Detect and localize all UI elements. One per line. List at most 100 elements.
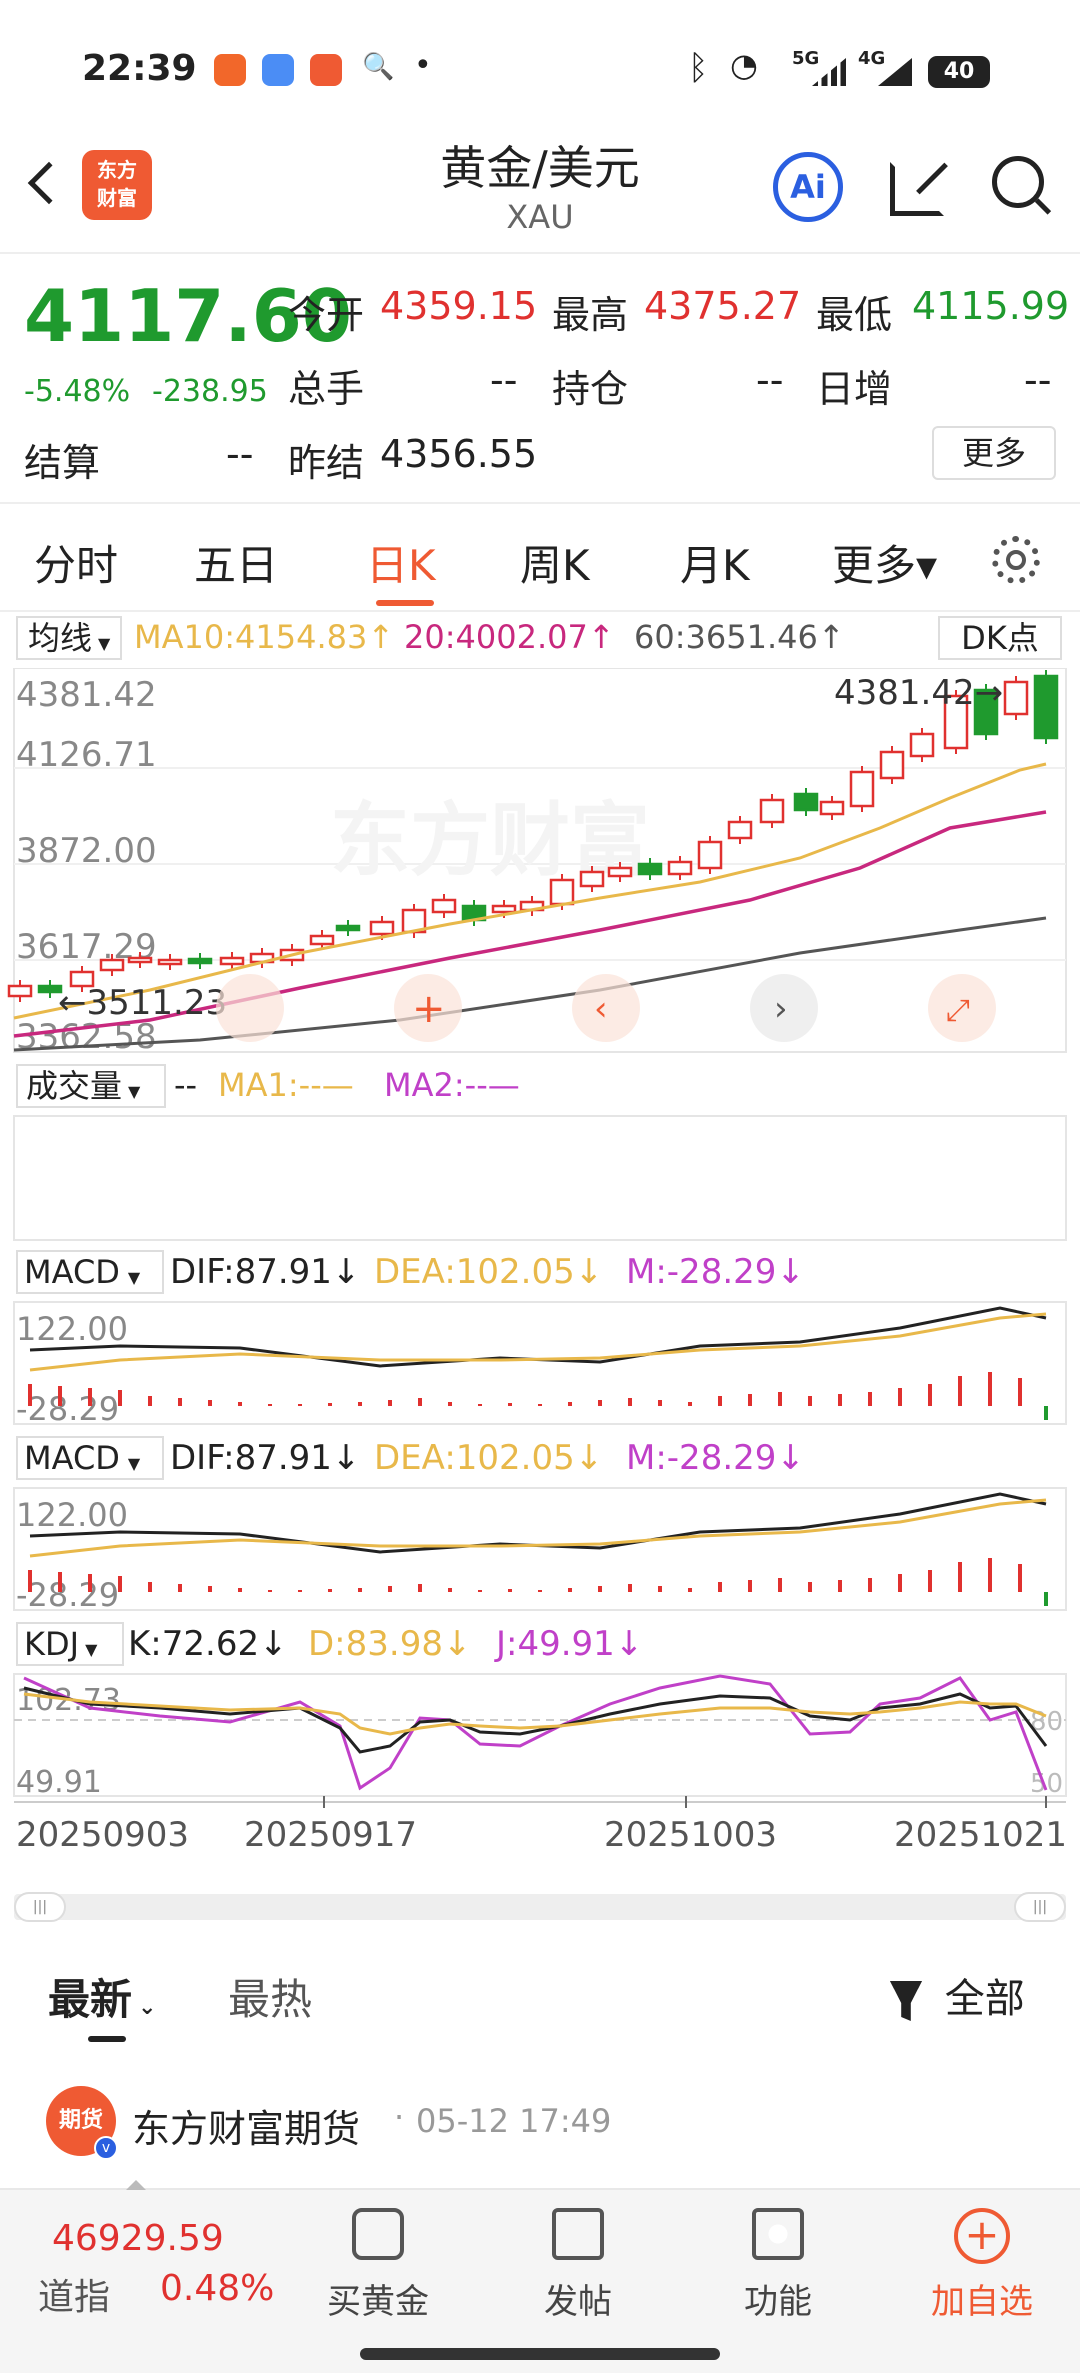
chevron-down-icon: ▼ [127,1454,141,1473]
candle [879,750,905,780]
kdj-d: D:83.98↓ [308,1624,472,1664]
share-button[interactable] [886,154,950,218]
volume-dropdown[interactable]: 成交量 ▼ [16,1064,166,1108]
oi-label: 持仓 [552,367,629,411]
features-button[interactable]: 功能 [718,2202,838,2332]
oi-value: -- [756,358,784,402]
candle [943,694,969,750]
candle [759,798,785,824]
settle-value: -- [226,432,254,476]
volume-dropdown-label: 成交量 [26,1067,123,1105]
candle [973,688,999,736]
news-tab-latest[interactable]: 最新 ⌄ [48,1966,156,2027]
low-value: 4115.99 [912,284,1070,328]
candle [667,860,693,876]
macd1-bottom-label: -28.29 [16,1390,119,1428]
candle [369,920,395,936]
candle [69,970,95,988]
status-bar: 22:39 🔍 • ᛒ ◔ 5G 4G 40 [0,0,1080,140]
edit-icon [552,2208,604,2260]
news-author: 东方财富期货 [132,2107,361,2151]
ma20-value: 20:4002.07↑ [404,618,615,656]
chevron-down-icon: ▼ [127,1268,141,1287]
macd2-dif-line [29,1492,1047,1554]
buy-gold-button[interactable]: 买黄金 [318,2202,438,2332]
zoom-out-button[interactable] [216,974,284,1042]
kdj-r50: 50 [1030,1769,1063,1799]
macd-dropdown-label: MACD [24,1439,120,1477]
candle [187,957,213,965]
tab-minute[interactable]: 分时 [34,541,119,590]
vol-ma1: MA1:--— [218,1066,354,1104]
add-watch-button[interactable]: + 加自选 [912,2202,1052,2332]
wifi-icon: ◔ [730,46,758,84]
ma-dropdown[interactable]: 均线 ▼ [16,616,122,660]
logo-line2: 财富 [97,186,137,210]
low-label: 最低 [816,293,893,337]
kdj-dropdown-label: KDJ [24,1625,80,1663]
candle [697,840,723,870]
change-pct: -5.48% [24,374,131,409]
page-title: 黄金/美元 [440,141,640,195]
news-item[interactable]: 期货 v 东方财富期货 · 05-12 17:49 [0,2082,1080,2172]
news-filter[interactable]: 全部 [890,1966,1025,2024]
chevron-left-small-icon: ‹ [594,989,608,1029]
scroll-left-button[interactable] [572,974,640,1042]
app-icon-1 [214,54,246,86]
candle [909,732,935,758]
tab-weekly-k[interactable]: 周K [520,541,590,590]
fullscreen-button[interactable] [928,974,996,1042]
range-scrollbar[interactable] [14,1894,1066,1920]
chevron-right-small-icon: › [774,989,788,1029]
kline-chart[interactable]: 东方财富 4381.42 4126.71 3872.00 3617.29 336… [0,668,1080,1888]
tab-daily-k[interactable]: 日K [366,541,436,590]
news-tab-latest-label: 最新 [48,1975,133,2024]
macd2-dea-line [29,1498,1047,1558]
macd-dropdown-2[interactable]: MACD ▼ [16,1436,164,1480]
date-label-2: 20251003 [604,1815,777,1855]
macd-panel-1-frame [13,1301,1067,1425]
macd-dropdown-1[interactable]: MACD ▼ [16,1250,164,1294]
range-handle-right[interactable]: ||| [1014,1892,1066,1922]
post-button[interactable]: 发帖 [518,2202,638,2332]
tab-more[interactable]: 更多▾ [832,541,938,590]
volume-value: -- [490,358,518,402]
candle [1033,674,1059,740]
chevron-left-icon [27,161,71,205]
chevron-down-icon: ▼ [85,1640,98,1659]
kdj-dropdown[interactable]: KDJ ▼ [16,1622,124,1666]
open-label: 今开 [288,293,365,337]
candle [219,956,245,966]
news-tab-hot[interactable]: 最热 [228,1975,313,2024]
dk-button[interactable]: DK点 [938,616,1062,660]
date-label-0: 20250903 [16,1815,189,1855]
macd-dropdown-label: MACD [24,1253,120,1291]
quote-divider [0,502,1080,504]
volume-label: 总手 [288,367,365,411]
tab-monthly-k[interactable]: 月K [680,541,750,590]
scroll-right-button[interactable] [750,974,818,1042]
index-expand-icon[interactable] [126,2180,146,2190]
high-value: 4375.27 [644,284,802,328]
expand-icon: ⤢ [946,993,970,1028]
ai-button[interactable]: Ai [773,152,843,222]
chevron-down-icon: ▼ [98,634,111,653]
candle [607,866,633,878]
index-value[interactable]: 46929.59 [52,2218,224,2259]
status-dot: • [414,48,432,83]
tab-five-day[interactable]: 五日 [194,541,279,590]
range-handle-left[interactable]: ||| [14,1892,66,1922]
page-subtitle: XAU [506,198,574,236]
features-label: 功能 [744,2282,812,2322]
plus-icon: + [412,986,446,1032]
date-label-1: 20250917 [244,1815,417,1855]
back-button[interactable] [22,150,72,220]
index-name: 道指 [38,2277,111,2318]
crosshair-button[interactable] [394,974,462,1042]
chart-settings-button[interactable] [990,534,1042,586]
daily-inc-label: 日增 [816,367,893,411]
period-tabs: 分时 五日 日K 周K 月K 更多▾ [0,510,1080,610]
settle-label: 结算 [24,441,101,485]
more-button[interactable]: 更多 [932,426,1056,480]
search-button[interactable] [990,154,1054,218]
